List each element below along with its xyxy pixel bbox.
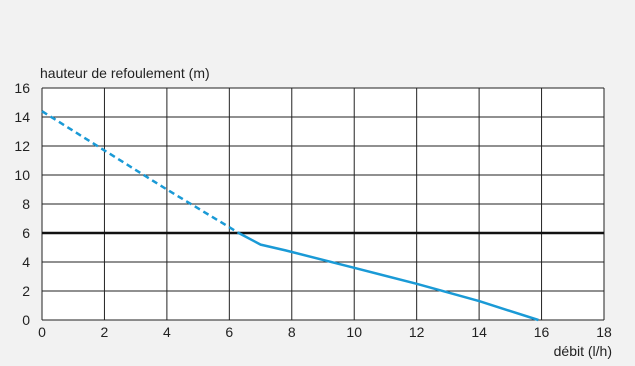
x-tick-labels: 0 2 4 6 8 10 12 14 16 18 — [38, 324, 612, 340]
y-tick-label: 8 — [22, 196, 30, 212]
x-tick-label: 2 — [101, 324, 109, 340]
y-axis-label: hauteur de refoulement (m) — [40, 65, 210, 81]
y-tick-label: 10 — [14, 167, 30, 183]
x-tick-label: 14 — [471, 324, 487, 340]
x-tick-label: 4 — [163, 324, 171, 340]
y-tick-label: 4 — [22, 254, 30, 270]
x-tick-label: 12 — [409, 324, 425, 340]
x-tick-label: 6 — [225, 324, 233, 340]
y-tick-labels: 0 2 4 6 8 10 12 14 16 — [14, 80, 30, 328]
x-tick-label: 8 — [288, 324, 296, 340]
series-group — [41, 110, 539, 322]
y-tick-label: 12 — [14, 138, 30, 154]
x-tick-label: 10 — [346, 324, 362, 340]
y-tick-label: 6 — [22, 225, 30, 241]
x-tick-label: 0 — [38, 324, 46, 340]
y-tick-label: 2 — [22, 283, 30, 299]
y-tick-label: 16 — [14, 80, 30, 96]
y-tick-label: 14 — [14, 109, 30, 125]
x-tick-label: 18 — [596, 324, 612, 340]
x-axis-label: débit (l/h) — [554, 343, 612, 359]
series-line-dashed — [41, 110, 240, 235]
y-tick-label: 0 — [22, 312, 30, 328]
x-tick-label: 16 — [534, 324, 550, 340]
series-line-solid — [238, 231, 539, 322]
